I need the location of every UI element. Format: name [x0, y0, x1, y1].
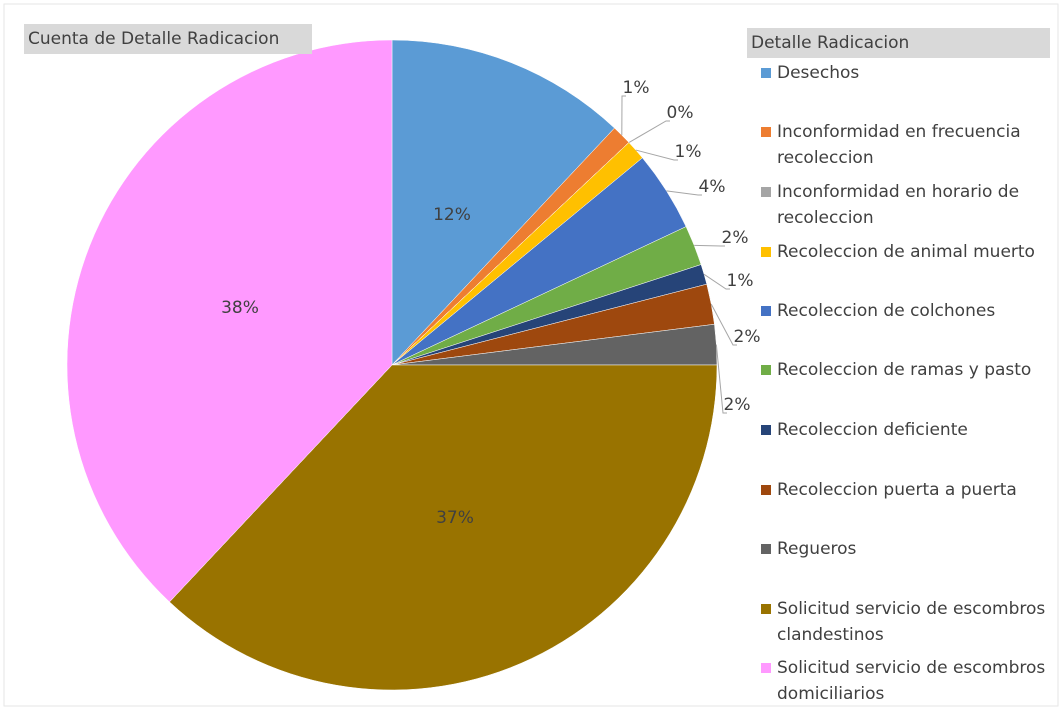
- leader-line: [635, 149, 678, 161]
- pie-slice: [391, 39, 615, 366]
- legend-swatch: [761, 485, 771, 495]
- legend-swatch: [761, 425, 771, 435]
- leader-line: [628, 120, 670, 143]
- data-label: 1%: [727, 271, 754, 291]
- legend-swatch: [761, 68, 771, 78]
- legend-label: Recoleccion puerta a puerta: [777, 480, 1017, 500]
- data-label: 12%: [433, 205, 471, 225]
- data-label: 4%: [699, 177, 726, 197]
- data-label: 2%: [724, 395, 751, 415]
- legend-swatch: [761, 365, 771, 375]
- legend-label: Inconformidad en frecuencia recoleccion: [777, 122, 1021, 168]
- legend-label: Recoleccion de ramas y pasto: [777, 360, 1032, 380]
- leader-line: [710, 303, 737, 346]
- legend-label: Solicitud servicio de escombros domicili…: [777, 658, 1046, 704]
- legend-title: Detalle Radicacion: [747, 28, 1050, 58]
- legend-label: Desechos: [777, 63, 860, 83]
- data-label: 38%: [221, 298, 259, 318]
- data-label: 1%: [675, 142, 702, 162]
- legend-swatch: [761, 247, 771, 257]
- data-label: 0%: [667, 103, 694, 123]
- leader-line: [694, 244, 725, 247]
- leader-line: [621, 95, 626, 136]
- legend-swatch: [761, 663, 771, 673]
- legend-label: Regueros: [777, 539, 857, 559]
- legend-swatch: [761, 127, 771, 137]
- legend-label: Recoleccion deficiente: [777, 420, 968, 440]
- legend-label: Inconformidad en horario de recoleccion: [777, 182, 1020, 228]
- legend-label: Recoleccion de animal muerto: [777, 242, 1035, 262]
- pie-slice: [169, 364, 718, 691]
- chart-border: [3, 3, 1059, 707]
- legend-swatch: [761, 544, 771, 554]
- data-label: 1%: [623, 78, 650, 98]
- legend-swatch: [761, 187, 771, 197]
- leader-line: [715, 344, 727, 414]
- data-label: 37%: [436, 508, 474, 528]
- leader-line: [703, 273, 730, 290]
- data-label: 2%: [734, 327, 761, 347]
- pie-slice: [66, 39, 393, 603]
- legend-swatch: [761, 604, 771, 614]
- leader-line: [666, 190, 702, 196]
- legend-label: Recoleccion de colchones: [777, 301, 996, 321]
- data-label: 2%: [722, 228, 749, 248]
- legend-swatch: [761, 306, 771, 316]
- legend-label: Solicitud servicio de escombros clandest…: [777, 599, 1046, 645]
- chart-title: Cuenta de Detalle Radicacion: [24, 24, 312, 54]
